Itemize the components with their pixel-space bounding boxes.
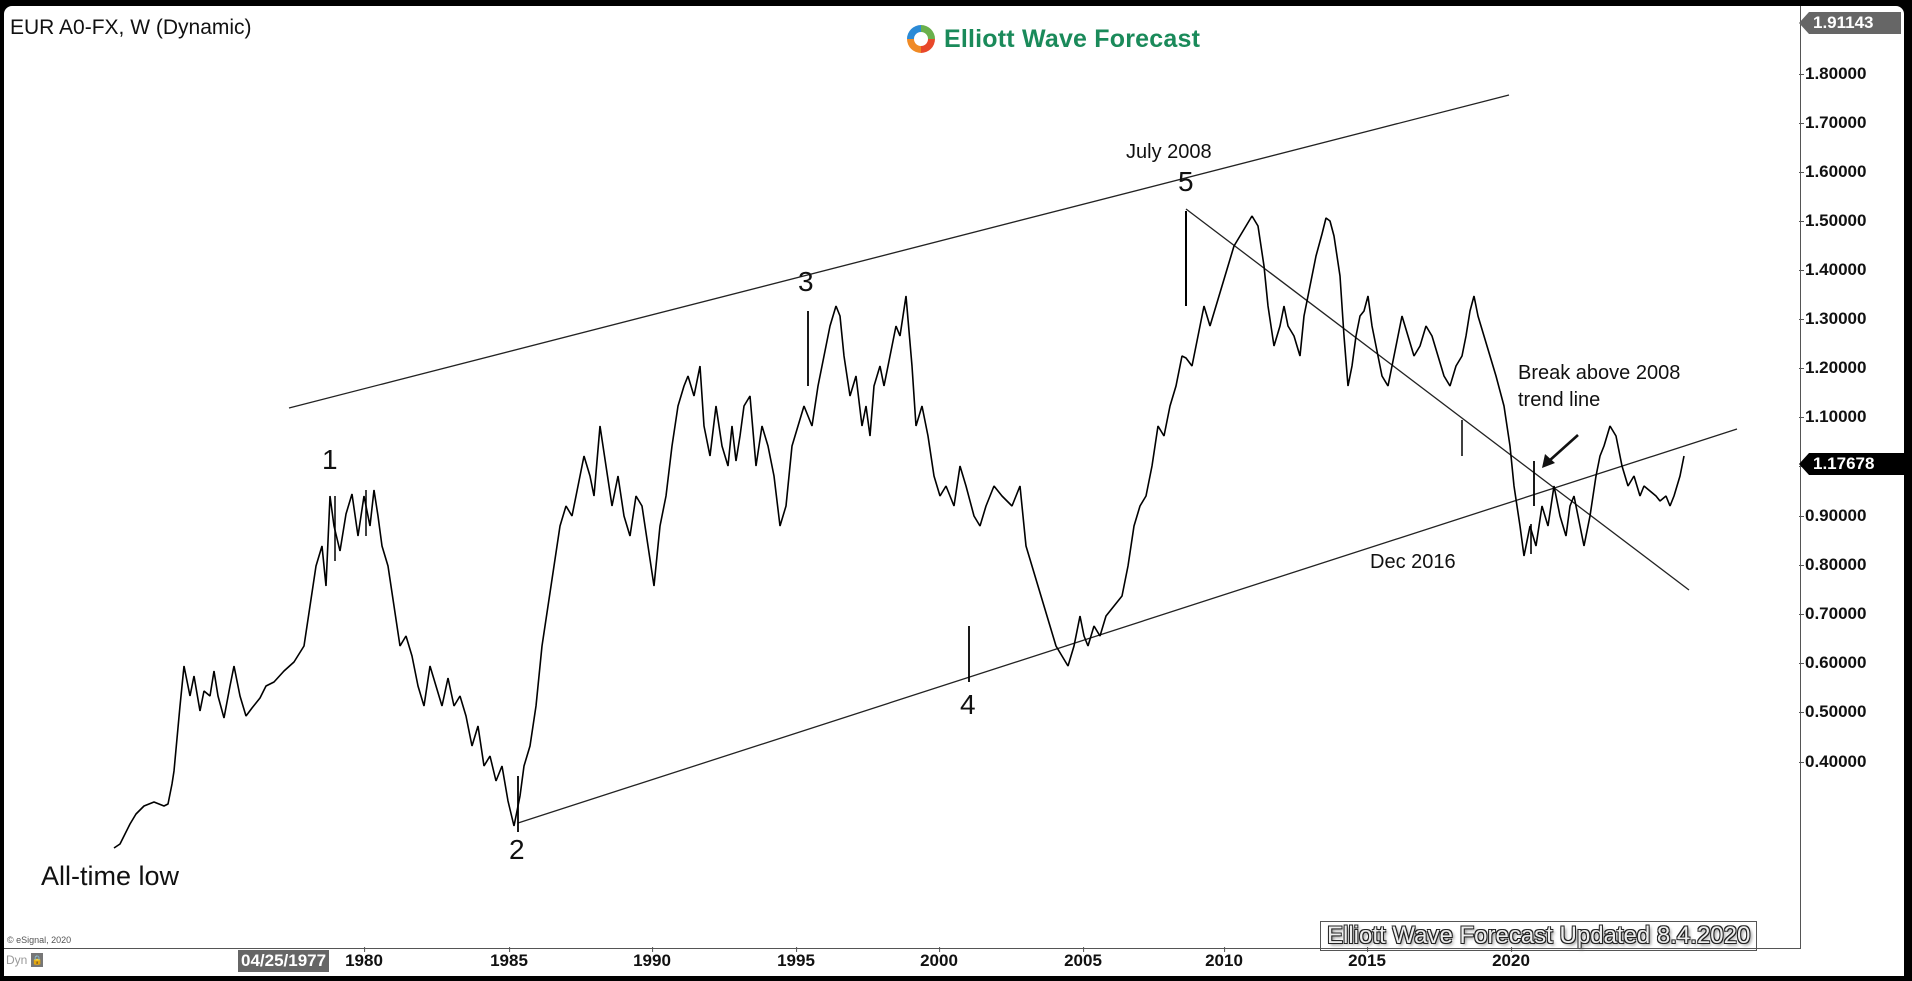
price-tick: 1.80000 bbox=[1798, 64, 1867, 83]
year-tick: 1980 bbox=[345, 947, 383, 970]
all-time-low-note: All-time low bbox=[41, 861, 180, 891]
wave-5-label: 5 bbox=[1178, 166, 1194, 197]
year-tick: 1995 bbox=[777, 947, 815, 970]
dynamic-toggle[interactable]: Dyn 🔒 bbox=[6, 953, 44, 967]
price-tick: 1.70000 bbox=[1798, 113, 1867, 132]
price-tick: 1.50000 bbox=[1798, 211, 1867, 230]
price-axis[interactable]: 1.80000 1.70000 1.60000 1.50000 1.40000 … bbox=[1798, 6, 1904, 976]
break-note-line2: trend line bbox=[1518, 389, 1601, 411]
year-tick: 2020 bbox=[1492, 947, 1530, 970]
last-price-flag: 1.17678 bbox=[1799, 453, 1904, 475]
break-note-line1: Break above 2008 bbox=[1518, 362, 1681, 384]
price-tick: 1.30000 bbox=[1798, 309, 1867, 328]
symbol-title: EUR A0-FX, W (Dynamic) bbox=[10, 16, 252, 39]
price-tick: 1.60000 bbox=[1798, 162, 1867, 181]
year-tick: 1985 bbox=[490, 947, 528, 970]
wave-1-label: 1 bbox=[322, 444, 338, 475]
year-tick: 2000 bbox=[920, 947, 958, 970]
plot-area[interactable]: EUR A0-FX, W (Dynamic) Elliott Wave Fore… bbox=[4, 6, 1801, 951]
price-tick: 1.10000 bbox=[1798, 407, 1867, 426]
updated-stamp: Elliott Wave Forecast Updated 8.4.2020 bbox=[1320, 921, 1758, 951]
elliott-wave-logo: Elliott Wave Forecast bbox=[904, 22, 1200, 56]
cursor-date-flag: 04/25/1977 bbox=[238, 950, 330, 972]
high-price-flag: 1.91143 bbox=[1799, 12, 1901, 34]
year-tick: 2010 bbox=[1205, 947, 1243, 970]
price-line bbox=[113, 215, 1685, 849]
price-chart bbox=[113, 94, 1738, 849]
price-tick: 0.90000 bbox=[1798, 506, 1867, 525]
break-arrow-shaft bbox=[1548, 434, 1579, 462]
price-tick: 0.50000 bbox=[1798, 702, 1867, 721]
logo-text: Elliott Wave Forecast bbox=[944, 24, 1201, 53]
time-axis[interactable]: Dyn 🔒 04/25/1977 1980 1985 1990 1995 200… bbox=[4, 947, 1801, 976]
esignal-copyright: © eSignal, 2020 bbox=[7, 935, 72, 945]
upper-channel-line bbox=[288, 94, 1510, 409]
2008-trend-line bbox=[1185, 208, 1690, 591]
price-tick: 1.40000 bbox=[1798, 260, 1867, 279]
price-tick: 1.20000 bbox=[1798, 358, 1867, 377]
price-tick: 0.40000 bbox=[1798, 752, 1867, 771]
chart-window: EUR A0-FX, W (Dynamic) Elliott Wave Fore… bbox=[4, 6, 1904, 976]
price-tick: 0.60000 bbox=[1798, 653, 1867, 672]
logo-swirl-icon bbox=[907, 25, 935, 53]
year-tick: 2005 bbox=[1064, 947, 1102, 970]
dec-2016-note: Dec 2016 bbox=[1370, 551, 1456, 573]
price-tick: 0.80000 bbox=[1798, 555, 1867, 574]
wave-4-label: 4 bbox=[960, 689, 976, 720]
dyn-label: Dyn bbox=[6, 953, 28, 967]
price-tick: 0.70000 bbox=[1798, 604, 1867, 623]
year-tick: 1990 bbox=[633, 947, 671, 970]
wave-2-label: 2 bbox=[509, 834, 525, 865]
july-2008-note: July 2008 bbox=[1126, 141, 1212, 163]
break-arrow-head bbox=[1542, 454, 1555, 468]
wave-3-label: 3 bbox=[798, 266, 814, 297]
lock-icon[interactable]: 🔒 bbox=[31, 953, 44, 967]
year-tick: 2015 bbox=[1348, 947, 1386, 970]
